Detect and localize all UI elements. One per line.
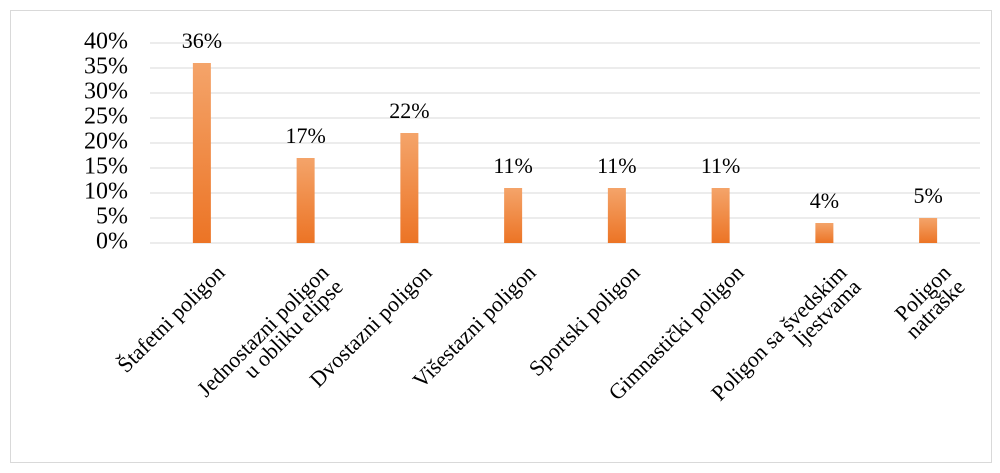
data-label: 5% (913, 183, 942, 208)
y-tick-label: 0% (96, 229, 128, 255)
y-tick-label: 40% (84, 29, 128, 55)
bar (296, 158, 315, 243)
y-tick-label: 25% (84, 104, 128, 130)
y-tick-label: 10% (84, 179, 128, 205)
y-tick-label: 35% (84, 54, 128, 80)
chart-frame (10, 10, 992, 463)
data-label: 11% (493, 153, 533, 178)
bar (815, 223, 834, 243)
y-tick-label: 30% (84, 79, 128, 105)
data-label: 22% (389, 98, 429, 123)
y-tick-label: 15% (84, 154, 128, 180)
data-label: 36% (182, 28, 222, 53)
data-label: 11% (597, 153, 637, 178)
bar (192, 63, 211, 243)
data-label: 4% (810, 188, 839, 213)
data-label: 17% (285, 123, 325, 148)
bar (400, 133, 419, 243)
data-label: 11% (701, 153, 741, 178)
bar (711, 188, 730, 243)
bar (607, 188, 626, 243)
bar (504, 188, 523, 243)
y-tick-label: 20% (84, 129, 128, 155)
bar (919, 218, 938, 243)
y-tick-label: 5% (96, 204, 128, 230)
